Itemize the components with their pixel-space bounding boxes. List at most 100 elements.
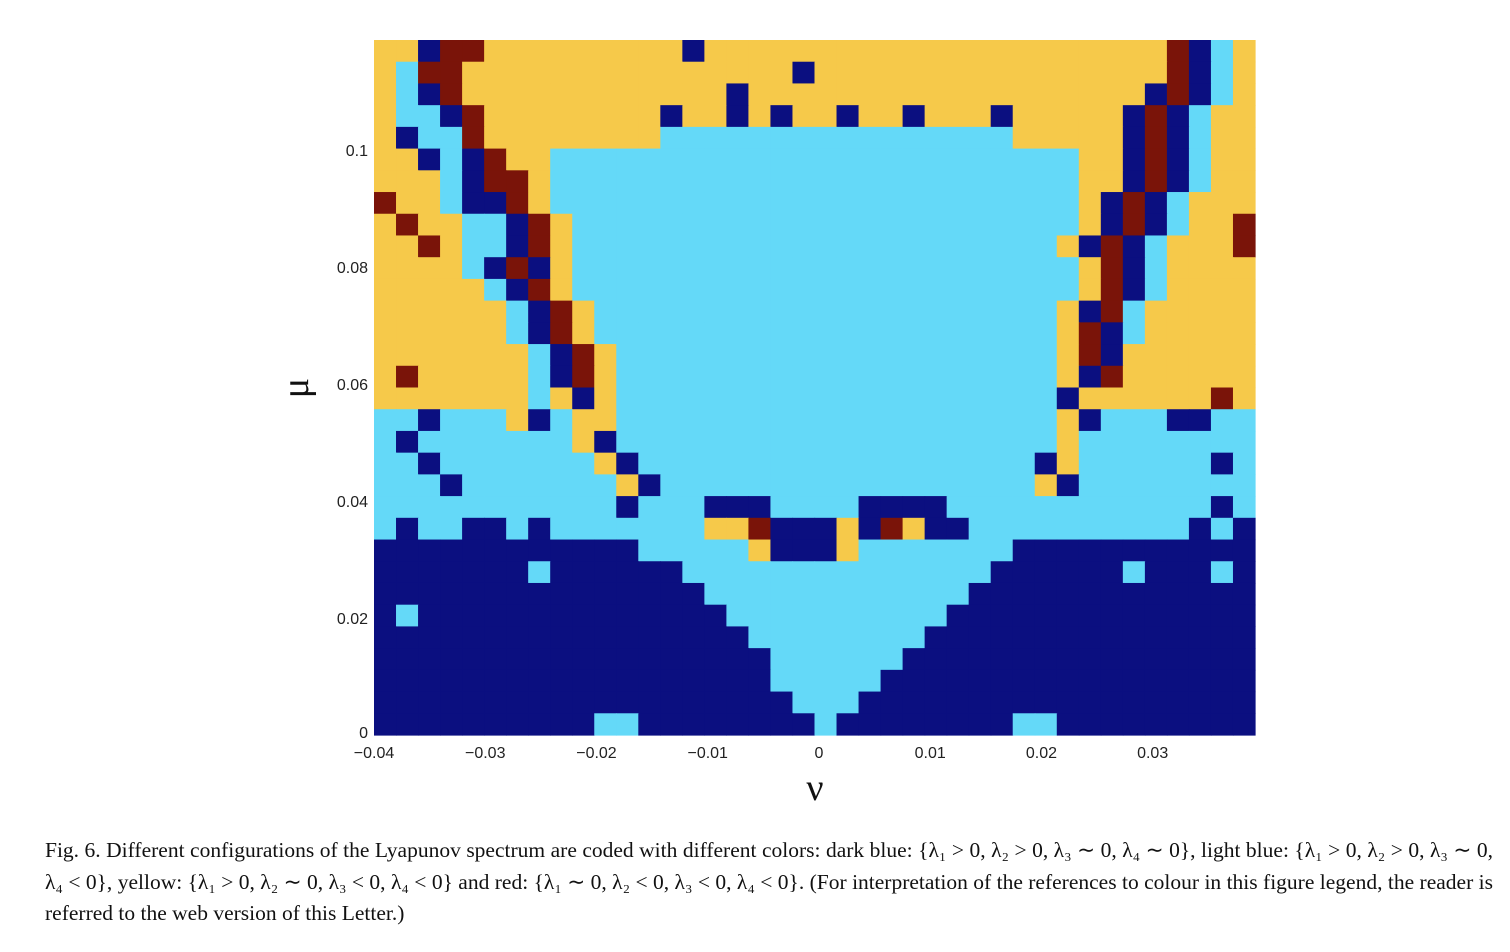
heatmap-cell-dark-blue <box>374 648 397 671</box>
heatmap-cell-yellow <box>1144 365 1168 389</box>
heatmap-cell-red <box>506 257 529 280</box>
heatmap-cell-dark-blue <box>462 626 485 649</box>
heatmap-cell-light-blue <box>1012 344 1036 367</box>
heatmap-cell-light-blue <box>792 322 816 345</box>
heatmap-cell-dark-blue <box>1122 539 1146 562</box>
heatmap-cell-yellow <box>836 539 860 562</box>
heatmap-cell-yellow <box>1210 192 1234 215</box>
heatmap-cell-light-blue <box>1166 496 1190 519</box>
heatmap-cell-light-blue <box>440 496 463 519</box>
heatmap-cell-dark-blue <box>1166 170 1190 193</box>
heatmap-cell-yellow <box>374 61 397 85</box>
heatmap-cell-light-blue <box>1210 430 1234 454</box>
heatmap-cell-light-blue <box>748 474 772 497</box>
heatmap-cell-light-blue <box>1012 235 1036 258</box>
heatmap-cell-light-blue <box>968 344 992 367</box>
heatmap-cell-light-blue <box>726 148 750 171</box>
heatmap-cell-dark-blue <box>704 669 728 693</box>
heatmap-cell-yellow <box>1166 387 1190 410</box>
heatmap-cell-dark-blue <box>1122 257 1146 280</box>
heatmap-cell-light-blue <box>990 257 1014 280</box>
heatmap-cell-light-blue <box>990 170 1014 193</box>
y-tick-label: 0.08 <box>337 260 368 277</box>
heatmap-cell-light-blue <box>836 213 860 237</box>
heatmap-cell-light-blue <box>748 300 772 323</box>
heatmap-cell-light-blue <box>858 539 882 562</box>
heatmap-cell-light-blue <box>1034 192 1058 215</box>
heatmap-cell-yellow <box>418 322 441 345</box>
heatmap-cell-light-blue <box>572 257 595 280</box>
heatmap-cell-light-blue <box>770 278 794 302</box>
heatmap-cell-light-blue <box>616 322 639 345</box>
heatmap-cell-yellow <box>1056 40 1080 63</box>
heatmap-cell-light-blue <box>1012 257 1036 280</box>
heatmap-cell-light-blue <box>748 626 772 649</box>
heatmap-cell-red <box>1166 61 1190 85</box>
heatmap-cell-yellow <box>550 278 573 302</box>
heatmap-cell-yellow <box>1144 344 1168 367</box>
heatmap-cell-light-blue <box>638 387 661 410</box>
heatmap-cell-dark-blue <box>550 669 573 693</box>
heatmap-cell-light-blue <box>682 126 705 150</box>
heatmap-cell-light-blue <box>594 170 617 193</box>
heatmap-cell-dark-blue <box>770 105 794 128</box>
heatmap-cell-yellow <box>704 83 728 106</box>
heatmap-cell-dark-blue <box>682 669 705 693</box>
heatmap-cell-dark-blue <box>462 648 485 671</box>
heatmap-cell-dark-blue <box>1188 648 1212 671</box>
heatmap-cell-light-blue <box>660 148 683 171</box>
heatmap-cell-light-blue <box>1034 213 1058 237</box>
heatmap-cell-yellow <box>594 83 617 106</box>
heatmap-cell-dark-blue <box>462 582 485 606</box>
heatmap-cell-dark-blue <box>1188 561 1212 584</box>
heatmap-cell-dark-blue <box>1144 648 1168 671</box>
heatmap-cell-dark-blue <box>594 561 617 584</box>
heatmap-cell-light-blue <box>704 561 728 584</box>
heatmap-cell-light-blue <box>880 604 904 628</box>
heatmap-cell-dark-blue <box>462 170 485 193</box>
heatmap-cell-light-blue <box>1210 83 1234 106</box>
heatmap-cell-light-blue <box>572 517 595 541</box>
heatmap-cell-dark-blue <box>418 40 441 63</box>
heatmap-cell-light-blue <box>968 126 992 150</box>
heatmap-cell-dark-blue <box>748 691 772 714</box>
heatmap-cell-dark-blue <box>1144 83 1168 106</box>
heatmap-cell-light-blue <box>1012 496 1036 519</box>
heatmap-cell-light-blue <box>792 691 816 714</box>
heatmap-cell-yellow <box>968 61 992 85</box>
heatmap-cell-dark-blue <box>1034 539 1058 562</box>
x-tick-label: 0 <box>814 745 823 762</box>
heatmap-cell-light-blue <box>924 300 948 323</box>
heatmap-cell-light-blue <box>814 322 838 345</box>
heatmap-cell-light-blue <box>814 192 838 215</box>
heatmap-cell-dark-blue <box>1100 669 1124 693</box>
heatmap-cell-light-blue <box>682 452 705 475</box>
heatmap-cell-yellow <box>418 365 441 389</box>
heatmap-cell-light-blue <box>968 561 992 584</box>
heatmap-cell-dark-blue <box>682 582 705 606</box>
heatmap-cell-yellow <box>550 105 573 128</box>
heatmap-cell-dark-blue <box>990 691 1014 714</box>
heatmap-cell-light-blue <box>1210 517 1234 541</box>
heatmap-cell-dark-blue <box>770 517 794 541</box>
heatmap-cell-light-blue <box>418 496 441 519</box>
heatmap-cell-yellow <box>1056 322 1080 345</box>
heatmap-cell-dark-blue <box>550 648 573 671</box>
heatmap-cell-light-blue <box>836 648 860 671</box>
heatmap-cell-dark-blue <box>550 561 573 584</box>
heatmap-cell-dark-blue <box>528 626 551 649</box>
heatmap-cell-light-blue <box>1210 40 1234 63</box>
heatmap-cell-red <box>1122 192 1146 215</box>
heatmap-cell-dark-blue <box>1144 713 1168 736</box>
heatmap-cell-yellow <box>1056 300 1080 323</box>
heatmap-cell-dark-blue <box>1100 604 1124 628</box>
heatmap-cell-dark-blue <box>968 669 992 693</box>
heatmap-cell-light-blue <box>616 257 639 280</box>
heatmap-cell-light-blue <box>814 691 838 714</box>
heatmap-cell-light-blue <box>858 561 882 584</box>
heatmap-cell-light-blue <box>1056 278 1080 302</box>
heatmap-cell-light-blue <box>968 365 992 389</box>
heatmap-cell-yellow <box>968 105 992 128</box>
heatmap-cell-light-blue <box>748 322 772 345</box>
heatmap-cell-light-blue <box>1122 496 1146 519</box>
